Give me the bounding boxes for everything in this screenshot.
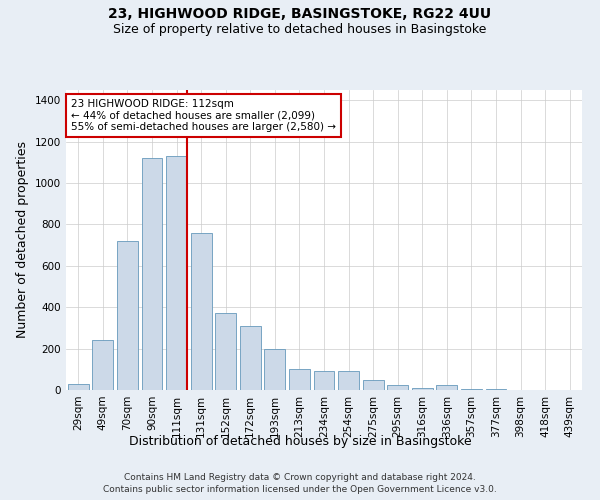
Bar (461, 389, 482, 390)
Bar (68, 384, 89, 390)
Bar (215, 314, 236, 390)
Bar (338, 372, 359, 390)
Bar (289, 370, 310, 390)
Bar (436, 385, 457, 390)
Bar (265, 348, 286, 390)
Text: Contains HM Land Registry data © Crown copyright and database right 2024.: Contains HM Land Registry data © Crown c… (124, 472, 476, 482)
Bar (387, 385, 408, 390)
Text: 23 HIGHWOOD RIDGE: 112sqm
← 44% of detached houses are smaller (2,099)
55% of se: 23 HIGHWOOD RIDGE: 112sqm ← 44% of detac… (71, 99, 336, 132)
Bar (117, 241, 138, 390)
Text: 23, HIGHWOOD RIDGE, BASINGSTOKE, RG22 4UU: 23, HIGHWOOD RIDGE, BASINGSTOKE, RG22 4U… (109, 8, 491, 22)
Bar (362, 380, 383, 390)
Bar (314, 372, 334, 390)
Text: Size of property relative to detached houses in Basingstoke: Size of property relative to detached ho… (113, 22, 487, 36)
Y-axis label: Number of detached properties: Number of detached properties (16, 142, 29, 338)
Bar (412, 388, 433, 390)
Bar (92, 340, 113, 390)
Text: Distribution of detached houses by size in Basingstoke: Distribution of detached houses by size … (128, 435, 472, 448)
Bar (166, 156, 187, 390)
Bar (191, 233, 212, 390)
Text: Contains public sector information licensed under the Open Government Licence v3: Contains public sector information licen… (103, 485, 497, 494)
Bar (240, 326, 261, 390)
Bar (142, 158, 163, 390)
